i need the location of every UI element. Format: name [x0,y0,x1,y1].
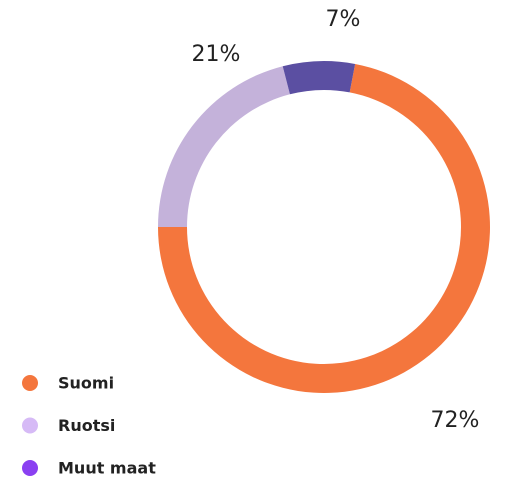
legend-marker [22,460,38,476]
value-label: 21% [192,42,241,67]
legend-marker [22,375,38,391]
donut-segment [282,60,356,95]
donut-segment [158,66,290,227]
value-label: 72% [431,408,480,433]
legend-label: Muut maat [58,459,156,478]
legend-label: Suomi [58,374,114,393]
value-label: 7% [326,7,361,32]
legend-label: Ruotsi [58,416,115,435]
legend-marker [22,417,38,434]
